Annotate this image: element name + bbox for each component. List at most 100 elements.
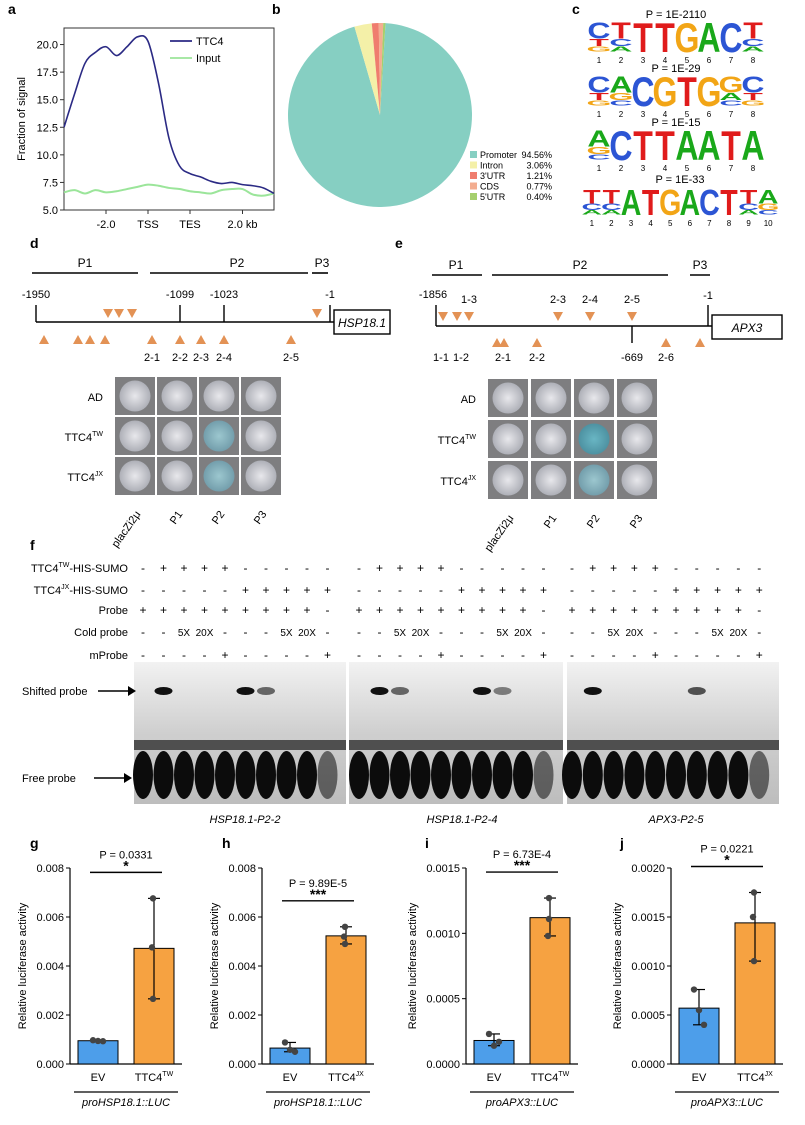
binding-site-arrow-icon	[695, 338, 705, 347]
motif-letter: A	[741, 122, 764, 169]
emsa-lane-sign: +	[303, 603, 310, 617]
data-point	[545, 915, 553, 923]
emsa-lane-sign: -	[357, 561, 361, 575]
emsa-lane-sign: +	[540, 648, 547, 662]
data-point	[89, 1037, 97, 1044]
gel-smear	[567, 740, 779, 750]
motif-letter: T	[633, 122, 653, 169]
binding-site-arrow-icon	[196, 335, 206, 344]
motif-letter: G	[609, 91, 634, 103]
x-tick-label: EV	[283, 1072, 298, 1084]
site-label: 1-1	[433, 352, 449, 364]
free-probe-band	[349, 751, 369, 799]
emsa-lane-sign: -	[695, 648, 699, 662]
emsa-lane-sign: 5X	[394, 628, 407, 639]
data-point	[485, 1030, 493, 1038]
free-probe-band	[707, 751, 728, 799]
emsa-lane-sign: +	[693, 603, 700, 617]
site-label: 2-2	[529, 352, 545, 364]
emsa-lane-sign: +	[478, 583, 485, 597]
free-probe-band	[153, 751, 174, 799]
site-label: 2-1	[495, 352, 511, 364]
site-label: 2-4	[582, 294, 598, 306]
emsa-lane-sign: +	[417, 603, 424, 617]
motif-position: 2	[619, 56, 624, 65]
y-tick-label: 0.008	[36, 863, 64, 875]
emsa-lane-sign: -	[182, 583, 186, 597]
binding-site-arrow-icon	[114, 309, 124, 318]
binding-site-arrow-icon	[532, 338, 542, 347]
y-axis-label: Relative luciferase activity	[612, 902, 624, 1029]
emsa-lane-sign: -	[612, 583, 616, 597]
emsa-lane-sign: -	[244, 648, 248, 662]
legend-swatch	[470, 151, 477, 158]
motif-position: 7	[729, 56, 734, 65]
emsa-lane-sign: -	[521, 648, 525, 662]
data-point	[341, 940, 349, 948]
emsa-lane-sign: +	[262, 583, 269, 597]
emsa-lane-sign: +	[540, 583, 547, 597]
free-probe-band	[533, 751, 554, 799]
emsa-lane-sign: -	[223, 583, 227, 597]
motif-letter: G	[587, 145, 612, 157]
emsa-lane-sign: +	[376, 561, 383, 575]
emsa-lane-sign: -	[182, 648, 186, 662]
x-tick-label: TTC4TW	[531, 1071, 570, 1084]
legend-value: 0.40%	[526, 192, 552, 202]
motif-letter: G	[719, 72, 744, 97]
emsa-lane-sign: 20X	[412, 628, 430, 639]
p-value-label: P = 0.0331	[99, 849, 152, 861]
emsa-lane-sign: -	[162, 583, 166, 597]
motif-letter: A	[609, 45, 632, 53]
emsa-lane-sign: -	[326, 603, 330, 617]
emsa-lane-sign: +	[568, 603, 575, 617]
significance-stars: ***	[310, 886, 327, 902]
y-tick-label: 0.0010	[426, 928, 460, 940]
position-label: -1	[703, 290, 713, 302]
emsa-lane-sign: -	[632, 648, 636, 662]
panel-label-d: d	[30, 235, 39, 251]
motif-letter: C	[587, 153, 610, 161]
y-tick-label: 0.004	[228, 961, 256, 973]
motif-position: 8	[751, 110, 756, 119]
data-point	[695, 1006, 703, 1014]
x-tick-label: -2.0	[97, 219, 116, 231]
motif-position: 2	[619, 110, 624, 119]
y-tick-label: 17.5	[37, 67, 58, 79]
data-point	[749, 913, 757, 921]
emsa-lane-sign: +	[139, 603, 146, 617]
free-probe-band	[369, 751, 390, 799]
panel-label-g: g	[30, 835, 39, 851]
motif-letter: A	[679, 183, 700, 223]
emsa-lane-sign: -	[264, 648, 268, 662]
data-point	[149, 895, 157, 902]
site-label: 2-6	[658, 352, 674, 364]
x-tick-label: TTC4JX	[737, 1071, 773, 1084]
emsa-lane-sign: -	[695, 561, 699, 575]
legend-swatch	[470, 193, 477, 200]
motif-position: 1	[597, 164, 602, 173]
site-label: -669	[621, 352, 643, 364]
emsa-lane-sign: 5X	[280, 628, 293, 639]
segment-label-p1: P1	[78, 256, 93, 270]
motif-letter: T	[603, 186, 620, 208]
emsa-lane-sign: -	[757, 561, 761, 575]
gel-title: HSP18.1-P2-4	[427, 814, 498, 826]
data-point	[690, 986, 698, 993]
gel-smear	[134, 740, 346, 750]
emsa-lane-sign: -	[501, 561, 505, 575]
motif-letter: A	[581, 209, 602, 216]
motif-letter: G	[659, 183, 681, 223]
motif-position: 6	[707, 56, 712, 65]
emsa-lane-sign: +	[242, 603, 249, 617]
free-probe-band	[317, 751, 338, 799]
x-tick-label: EV	[91, 1072, 106, 1084]
free-probe-band	[451, 751, 472, 799]
emsa-lane-sign: -	[757, 603, 761, 617]
motif-position: 7	[707, 219, 712, 228]
emsa-lane-sign: +	[652, 603, 659, 617]
legend-value: 1.21%	[526, 171, 552, 181]
yeast-colony	[492, 464, 524, 496]
motif-position: 5	[685, 56, 690, 65]
motif-letter: G	[587, 99, 612, 107]
